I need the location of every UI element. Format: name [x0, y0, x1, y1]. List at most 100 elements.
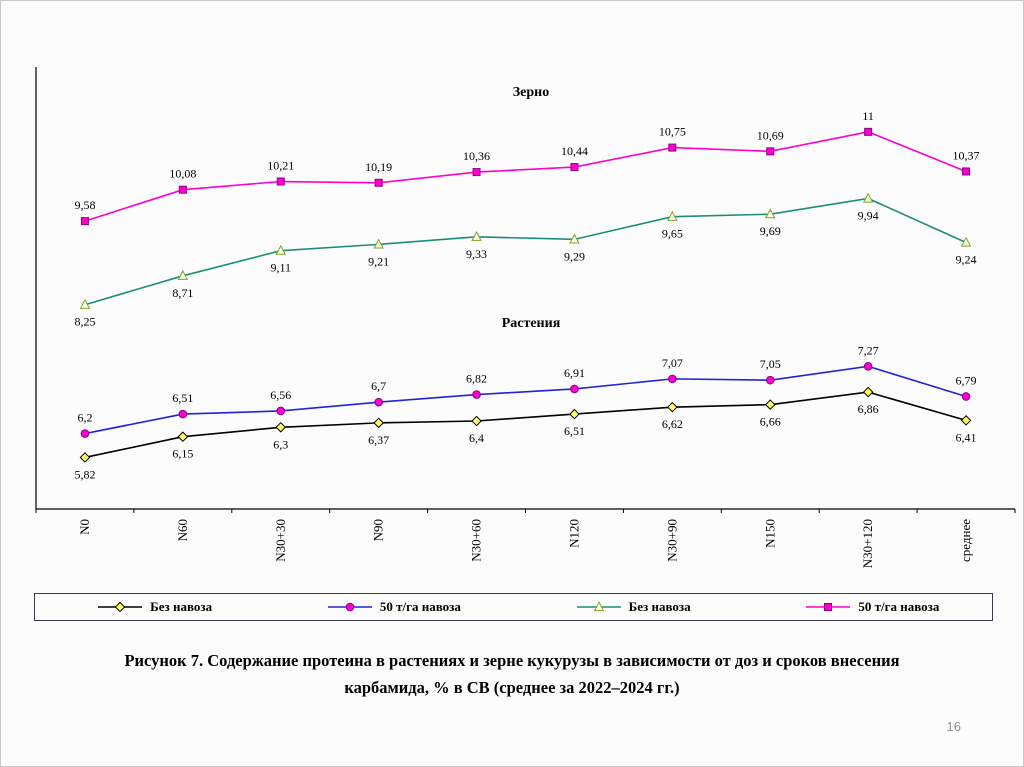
data-label: 9,11: [270, 261, 291, 275]
square-marker: [668, 143, 677, 152]
x-axis-label: N150: [762, 519, 777, 548]
caption-line-1: Рисунок 7. Содержание протеина в растени…: [124, 651, 900, 670]
diamond-marker: [177, 431, 189, 443]
data-label: 10,08: [169, 167, 196, 181]
x-axis-label: N60: [175, 519, 190, 541]
diamond-marker: [764, 399, 776, 410]
triangle-marker: [667, 210, 678, 221]
series-line-2: [84, 365, 967, 435]
data-label: 10,69: [757, 128, 784, 142]
data-label: 6,82: [466, 372, 487, 386]
data-label: 9,29: [564, 249, 585, 263]
circle-marker: [276, 406, 286, 416]
legend-label: 50 т/га навоза: [858, 599, 940, 614]
data-label: 6,37: [368, 433, 389, 447]
diamond-marker: [373, 417, 384, 429]
data-label: 10,75: [659, 125, 686, 139]
x-axis-label: N0: [77, 519, 92, 535]
data-label: 10,36: [463, 149, 490, 163]
x-axis-label: N90: [371, 519, 386, 541]
data-label: 6,86: [858, 402, 879, 416]
data-label: 9,33: [466, 247, 487, 261]
triangle-marker: [765, 208, 776, 219]
legend-item: 50 т/га навоза: [274, 599, 513, 615]
triangle-marker: [960, 236, 972, 247]
triangle-marker: [275, 244, 286, 255]
legend-marker-diamond: [98, 601, 143, 613]
data-label: 6,3: [273, 437, 288, 451]
square-marker: [276, 177, 285, 186]
legend-label: Без навоза: [150, 599, 213, 614]
triangle-marker: [177, 269, 189, 280]
legend-label: 50 т/га навоза: [379, 599, 461, 614]
square-marker: [472, 168, 481, 177]
data-label: 7,07: [662, 356, 683, 370]
diamond-marker: [569, 408, 580, 420]
data-label: 10,21: [267, 159, 294, 173]
diamond-marker: [275, 421, 287, 433]
diamond-marker: [862, 386, 874, 398]
circle-marker: [178, 409, 188, 419]
data-label: 6,4: [469, 431, 484, 445]
figure-caption: Рисунок 7. Содержание протеина в растени…: [1, 647, 1023, 701]
x-axis-label: среднее: [958, 519, 973, 562]
data-label: 9,24: [956, 252, 977, 266]
chart-svg: Зерно Растения 9,58 10,08 10,21 10,19 10,36 10,…: [35, 67, 1016, 568]
legend-marker-triangle: [576, 601, 621, 612]
section-title: Растения: [502, 316, 561, 331]
data-label: 6,79: [956, 373, 977, 387]
data-label: 6,2: [77, 411, 92, 425]
square-marker: [824, 603, 833, 611]
data-label: 6,15: [172, 447, 193, 461]
circle-marker: [374, 397, 383, 407]
square-marker: [178, 185, 187, 194]
circle-marker: [765, 375, 775, 385]
circle-marker: [472, 390, 481, 399]
legend-label: Без навоза: [628, 599, 691, 614]
circle-marker: [863, 362, 873, 371]
data-label: 8,71: [172, 286, 193, 300]
legend-item: 50 т/га навоза: [753, 599, 992, 615]
legend-marker-circle: [327, 602, 372, 612]
data-label: 9,21: [368, 254, 389, 268]
triangle-marker: [569, 233, 580, 244]
circle-marker: [961, 392, 971, 401]
series-line-0: [84, 131, 967, 222]
series-line-3: [84, 391, 967, 459]
data-label: 10,37: [953, 148, 980, 162]
data-label: 7,27: [858, 343, 879, 357]
data-label: 9,94: [858, 208, 879, 222]
data-label: 9,58: [74, 198, 95, 212]
square-marker: [962, 167, 971, 176]
triangle-marker: [471, 230, 482, 241]
legend-item: Без навоза: [514, 599, 753, 615]
triangle-marker: [373, 238, 384, 249]
data-label: 6,51: [172, 391, 193, 405]
square-marker: [80, 217, 89, 226]
circle-marker: [80, 429, 90, 438]
x-axis-label: N30+30: [273, 519, 288, 562]
x-axis-label: N30+120: [860, 519, 875, 568]
data-label: 8,25: [74, 315, 95, 329]
data-label: 9,65: [662, 227, 683, 241]
diamond-marker: [79, 452, 91, 463]
data-label: 6,51: [564, 424, 585, 438]
square-marker: [864, 127, 873, 136]
data-label: 6,56: [270, 388, 291, 402]
circle-marker: [345, 602, 355, 612]
square-marker: [374, 178, 383, 187]
circle-marker: [570, 384, 579, 394]
x-axis-label: N30+60: [469, 519, 484, 562]
series-line-1: [84, 197, 967, 306]
data-label: 9,69: [760, 224, 781, 238]
x-axis-label: N120: [566, 519, 581, 548]
data-label: 10,19: [365, 160, 392, 174]
data-label: 6,62: [662, 417, 683, 431]
diamond-marker: [471, 415, 482, 427]
data-label: 6,7: [371, 379, 386, 393]
legend-item: Без навоза: [35, 599, 274, 615]
triangle-marker: [79, 298, 91, 309]
square-marker: [766, 147, 775, 156]
triangle-marker: [862, 192, 874, 203]
